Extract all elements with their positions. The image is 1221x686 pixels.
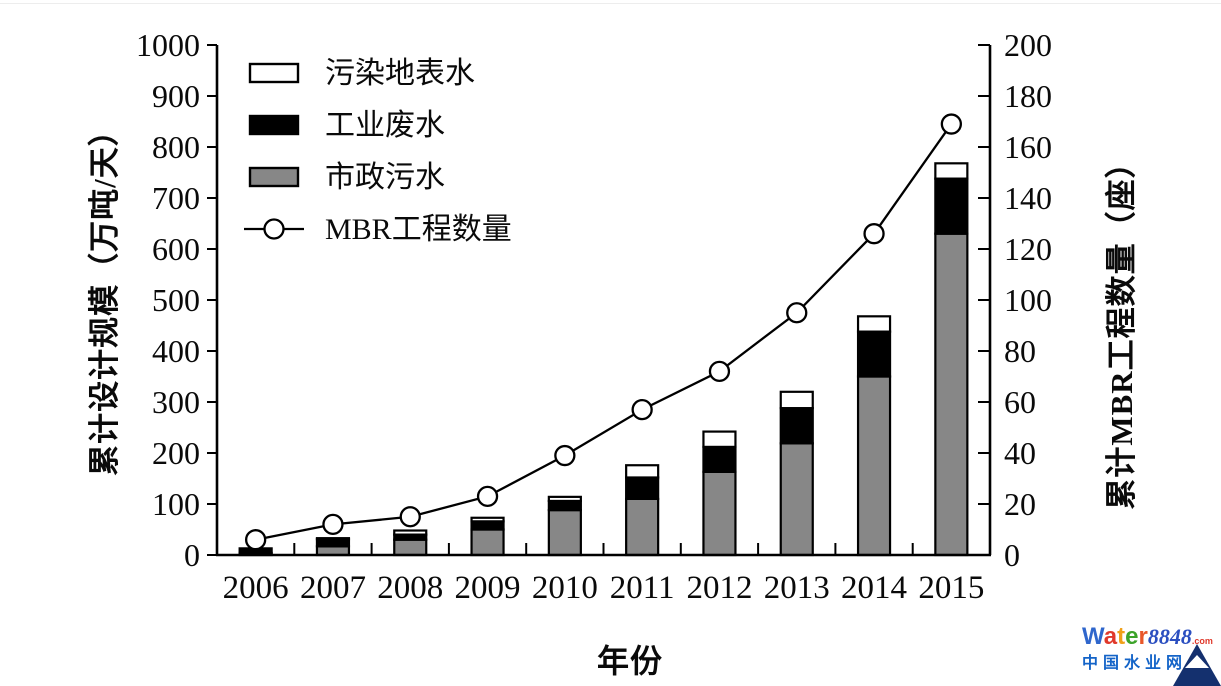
x-axis-tick-label: 2008 xyxy=(377,570,443,606)
x-axis-tick-label: 2015 xyxy=(918,570,984,606)
y-axis-left-tick-label: 0 xyxy=(184,537,200,573)
top-border-line xyxy=(0,3,1221,4)
bar-segment xyxy=(702,445,737,473)
bar-segment xyxy=(779,442,814,557)
x-axis-tick-label: 2006 xyxy=(223,570,289,606)
y-axis-right-tick-label: 120 xyxy=(1004,231,1052,267)
bar-segment xyxy=(470,516,505,523)
y-axis-right-tick-label: 100 xyxy=(1004,282,1052,318)
y-axis-right-tick-label: 60 xyxy=(1004,384,1036,420)
legend-label: 工业废水 xyxy=(325,109,445,142)
line-marker xyxy=(554,444,576,467)
bar-segment xyxy=(625,476,660,501)
bar-segment xyxy=(856,330,892,378)
logo-wordmark: Water8848.com xyxy=(1082,624,1221,654)
logo-letter: t xyxy=(1117,623,1126,650)
mountain-snowcap-icon xyxy=(1185,655,1209,668)
x-axis-tick-label: 2011 xyxy=(610,570,675,606)
bar-segment xyxy=(856,315,892,333)
line-marker xyxy=(399,506,421,528)
y-axis-left-tick-label: 200 xyxy=(152,435,200,471)
left-axis-title: 累计设计规模（万吨/天） xyxy=(87,114,122,476)
bar-segment xyxy=(547,495,582,503)
bar-segment xyxy=(856,375,892,557)
bar-segment xyxy=(547,499,582,512)
bar-segment xyxy=(702,430,737,448)
bar-segment xyxy=(315,537,351,541)
line-marker xyxy=(786,302,808,324)
y-axis-left-tick-label: 900 xyxy=(152,78,200,114)
y-axis-right-tick-label: 20 xyxy=(1004,486,1036,522)
line-series xyxy=(255,123,953,541)
y-axis-right-tick-label: 180 xyxy=(1004,78,1052,114)
legend-swatch xyxy=(248,166,300,188)
x-axis-tick-label: 2007 xyxy=(300,570,366,606)
logo-letter: W xyxy=(1082,623,1104,650)
water8848-logo: Water8848.com 中国水业网 xyxy=(1082,624,1221,686)
y-axis-left-tick-label: 500 xyxy=(152,282,200,318)
logo-tld: .com xyxy=(1191,636,1213,646)
logo-letter: e xyxy=(1125,623,1139,650)
legend-label: 污染地表水 xyxy=(325,57,475,90)
legend-swatch xyxy=(248,114,300,136)
bar-segment xyxy=(934,232,969,557)
bar-segment xyxy=(470,528,505,557)
line-marker xyxy=(244,529,267,551)
legend-swatch xyxy=(248,62,300,84)
line-marker xyxy=(940,113,962,135)
logo-brand-letters: Water xyxy=(1082,623,1148,650)
bar-segment xyxy=(470,520,505,531)
logo-letter: r xyxy=(1138,623,1148,650)
legend-marker-icon xyxy=(263,218,285,240)
line-marker xyxy=(322,513,344,536)
legend-label: MBR工程数量 xyxy=(325,213,512,246)
bar-segment xyxy=(625,497,660,557)
bar-segment xyxy=(779,390,814,410)
bar-segment xyxy=(934,162,969,180)
y-axis-right-tick-label: 80 xyxy=(1004,333,1036,369)
line-marker xyxy=(476,485,499,508)
y-axis-right-tick-label: 40 xyxy=(1004,435,1036,471)
y-axis-left-tick-label: 400 xyxy=(152,333,200,369)
line-marker xyxy=(863,223,885,245)
y-axis-left-tick-label: 700 xyxy=(152,180,200,216)
right-axis-title: 累计MBR工程数量（座） xyxy=(1104,146,1139,510)
y-axis-left-tick-label: 100 xyxy=(152,486,200,522)
y-axis-right-tick-label: 140 xyxy=(1004,180,1052,216)
y-axis-right-tick-label: 160 xyxy=(1004,129,1052,165)
line-marker xyxy=(708,360,731,383)
x-axis-tick-label: 2009 xyxy=(455,570,521,606)
logo-subtitle: 中国水业网 xyxy=(1082,655,1188,672)
x-axis-tick-label: 2010 xyxy=(532,570,598,606)
y-axis-left-tick-label: 1000 xyxy=(136,27,200,63)
x-axis-tick-label: 2014 xyxy=(841,570,907,606)
x-axis-tick-label: 2013 xyxy=(764,570,830,606)
bar-segment xyxy=(702,470,737,557)
bar-segment xyxy=(393,538,428,557)
y-axis-left-tick-label: 300 xyxy=(152,384,200,420)
y-axis-left-tick-label: 600 xyxy=(152,231,200,267)
bar-segment xyxy=(315,545,351,557)
y-axis-right-tick-label: 200 xyxy=(1004,27,1052,63)
bar-segment xyxy=(779,407,814,445)
bar-segment xyxy=(547,509,582,557)
x-axis-tick-label: 2012 xyxy=(686,570,752,606)
bar-segment xyxy=(625,464,660,479)
line-marker xyxy=(631,398,653,421)
logo-letter: a xyxy=(1103,623,1118,650)
x-axis-title: 年份 xyxy=(596,643,663,679)
y-axis-left-tick-label: 800 xyxy=(152,129,200,165)
bar-segment xyxy=(934,177,969,235)
bar-segment xyxy=(393,529,428,536)
y-axis-right-tick-label: 0 xyxy=(1004,537,1020,573)
legend-label: 市政污水 xyxy=(325,161,445,194)
